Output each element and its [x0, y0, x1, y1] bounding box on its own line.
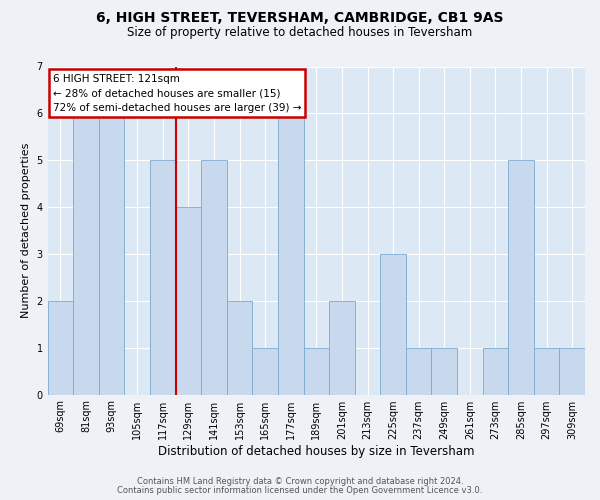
Bar — [534, 348, 559, 395]
Bar — [431, 348, 457, 395]
Bar — [99, 114, 124, 394]
Text: Size of property relative to detached houses in Teversham: Size of property relative to detached ho… — [127, 26, 473, 39]
Bar — [380, 254, 406, 394]
Bar — [482, 348, 508, 395]
Text: 6 HIGH STREET: 121sqm
← 28% of detached houses are smaller (15)
72% of semi-deta: 6 HIGH STREET: 121sqm ← 28% of detached … — [53, 74, 301, 113]
Text: Contains HM Land Registry data © Crown copyright and database right 2024.: Contains HM Land Registry data © Crown c… — [137, 477, 463, 486]
Bar — [73, 114, 99, 394]
Bar — [278, 114, 304, 394]
Bar — [406, 348, 431, 395]
Bar — [253, 348, 278, 395]
Bar — [176, 207, 201, 394]
Bar — [329, 301, 355, 394]
X-axis label: Distribution of detached houses by size in Teversham: Distribution of detached houses by size … — [158, 444, 475, 458]
Bar — [304, 348, 329, 395]
Text: 6, HIGH STREET, TEVERSHAM, CAMBRIDGE, CB1 9AS: 6, HIGH STREET, TEVERSHAM, CAMBRIDGE, CB… — [96, 11, 504, 25]
Text: Contains public sector information licensed under the Open Government Licence v3: Contains public sector information licen… — [118, 486, 482, 495]
Bar — [47, 301, 73, 394]
Bar — [559, 348, 585, 395]
Bar — [150, 160, 176, 394]
Bar — [201, 160, 227, 394]
Bar — [227, 301, 253, 394]
Y-axis label: Number of detached properties: Number of detached properties — [21, 143, 31, 318]
Bar — [508, 160, 534, 394]
